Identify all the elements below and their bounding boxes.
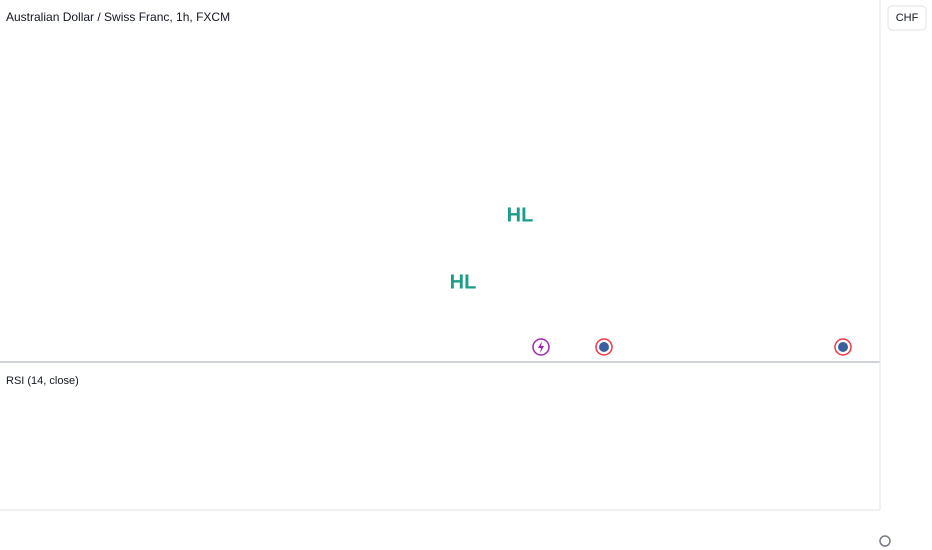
settings-icon[interactable] <box>879 535 891 547</box>
event-icon[interactable] <box>834 338 852 356</box>
rsi-title: RSI (14, close) <box>6 375 79 387</box>
annotation: HL <box>450 271 477 293</box>
currency-label: CHF <box>896 12 919 24</box>
chart-title: Australian Dollar / Swiss Franc, 1h, FXC… <box>6 10 230 24</box>
event-icon[interactable] <box>532 338 550 356</box>
annotation: HL <box>507 204 534 226</box>
currency-button[interactable] <box>887 5 927 31</box>
event-icon[interactable] <box>595 338 613 356</box>
